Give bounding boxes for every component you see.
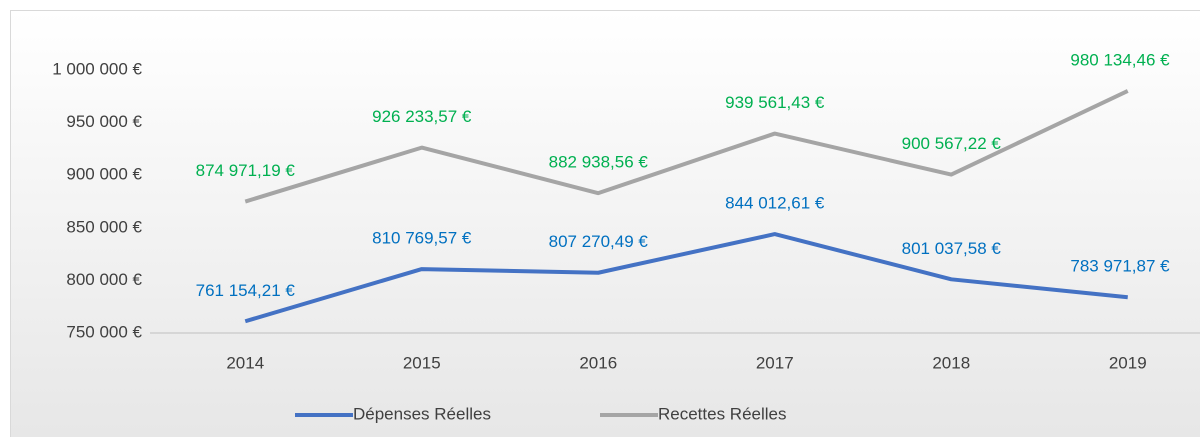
y-tick-label: 750 000 € (66, 322, 142, 341)
x-tick-label: 2019 (1109, 353, 1147, 372)
x-tick-label: 2016 (579, 353, 617, 372)
y-tick-label: 850 000 € (66, 217, 142, 236)
data-label: 882 938,56 € (549, 153, 649, 172)
data-label: 761 154,21 € (196, 281, 296, 300)
x-tick-label: 2015 (403, 353, 441, 372)
legend-label: Recettes Réelles (658, 404, 787, 423)
data-label: 939 561,43 € (725, 93, 825, 112)
data-label: 926 233,57 € (372, 107, 472, 126)
data-label: 844 012,61 € (725, 194, 825, 213)
data-label: 783 971,87 € (1070, 257, 1170, 276)
y-tick-label: 800 000 € (66, 270, 142, 289)
data-label: 801 037,58 € (902, 239, 1002, 258)
chart-frame (11, 11, 1200, 438)
y-tick-label: 950 000 € (66, 112, 142, 131)
x-tick-label: 2018 (932, 353, 970, 372)
data-label: 874 971,19 € (196, 161, 296, 180)
data-label: 900 567,22 € (902, 134, 1002, 153)
data-label: 980 134,46 € (1070, 50, 1170, 69)
data-label: 810 769,57 € (372, 229, 472, 248)
x-tick-label: 2017 (756, 353, 794, 372)
y-tick-label: 900 000 € (66, 165, 142, 184)
data-label: 807 270,49 € (549, 232, 649, 251)
y-tick-label: 1 000 000 € (52, 59, 142, 78)
x-tick-label: 2014 (226, 353, 264, 372)
legend-label: Dépenses Réelles (353, 404, 491, 423)
